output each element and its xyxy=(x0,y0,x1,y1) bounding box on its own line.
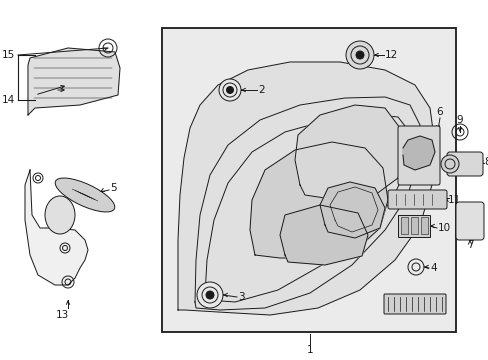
Text: 13: 13 xyxy=(55,310,68,320)
Polygon shape xyxy=(402,136,434,170)
Bar xyxy=(400,217,407,234)
Circle shape xyxy=(440,155,458,173)
Bar xyxy=(410,217,417,234)
Circle shape xyxy=(226,86,233,94)
Ellipse shape xyxy=(45,196,75,234)
Text: 14: 14 xyxy=(1,95,15,105)
Ellipse shape xyxy=(55,178,115,212)
Circle shape xyxy=(197,282,223,308)
Text: 1: 1 xyxy=(306,345,313,355)
Text: 11: 11 xyxy=(447,195,460,205)
FancyBboxPatch shape xyxy=(387,190,446,209)
Text: 2: 2 xyxy=(258,85,264,95)
Text: 15: 15 xyxy=(1,50,15,60)
Text: 9: 9 xyxy=(456,115,462,125)
Text: 12: 12 xyxy=(384,50,397,60)
Text: 3: 3 xyxy=(238,292,244,302)
FancyBboxPatch shape xyxy=(383,294,445,314)
Bar xyxy=(162,28,455,332)
Text: 8: 8 xyxy=(483,157,488,167)
Text: 5: 5 xyxy=(110,183,116,193)
Bar xyxy=(397,215,429,237)
Text: 7: 7 xyxy=(466,240,472,250)
Circle shape xyxy=(219,79,241,101)
Circle shape xyxy=(205,291,214,299)
Text: 10: 10 xyxy=(437,223,450,233)
FancyBboxPatch shape xyxy=(446,152,482,176)
Polygon shape xyxy=(294,105,404,200)
Polygon shape xyxy=(249,142,387,258)
FancyBboxPatch shape xyxy=(397,126,439,185)
Polygon shape xyxy=(319,182,384,238)
Circle shape xyxy=(346,41,373,69)
Text: 6: 6 xyxy=(436,107,443,117)
Text: 4: 4 xyxy=(429,263,436,273)
Bar xyxy=(420,217,427,234)
Polygon shape xyxy=(280,205,367,265)
FancyBboxPatch shape xyxy=(455,202,483,240)
Polygon shape xyxy=(178,62,434,315)
Polygon shape xyxy=(28,48,120,115)
Circle shape xyxy=(355,51,363,59)
Polygon shape xyxy=(25,170,88,285)
